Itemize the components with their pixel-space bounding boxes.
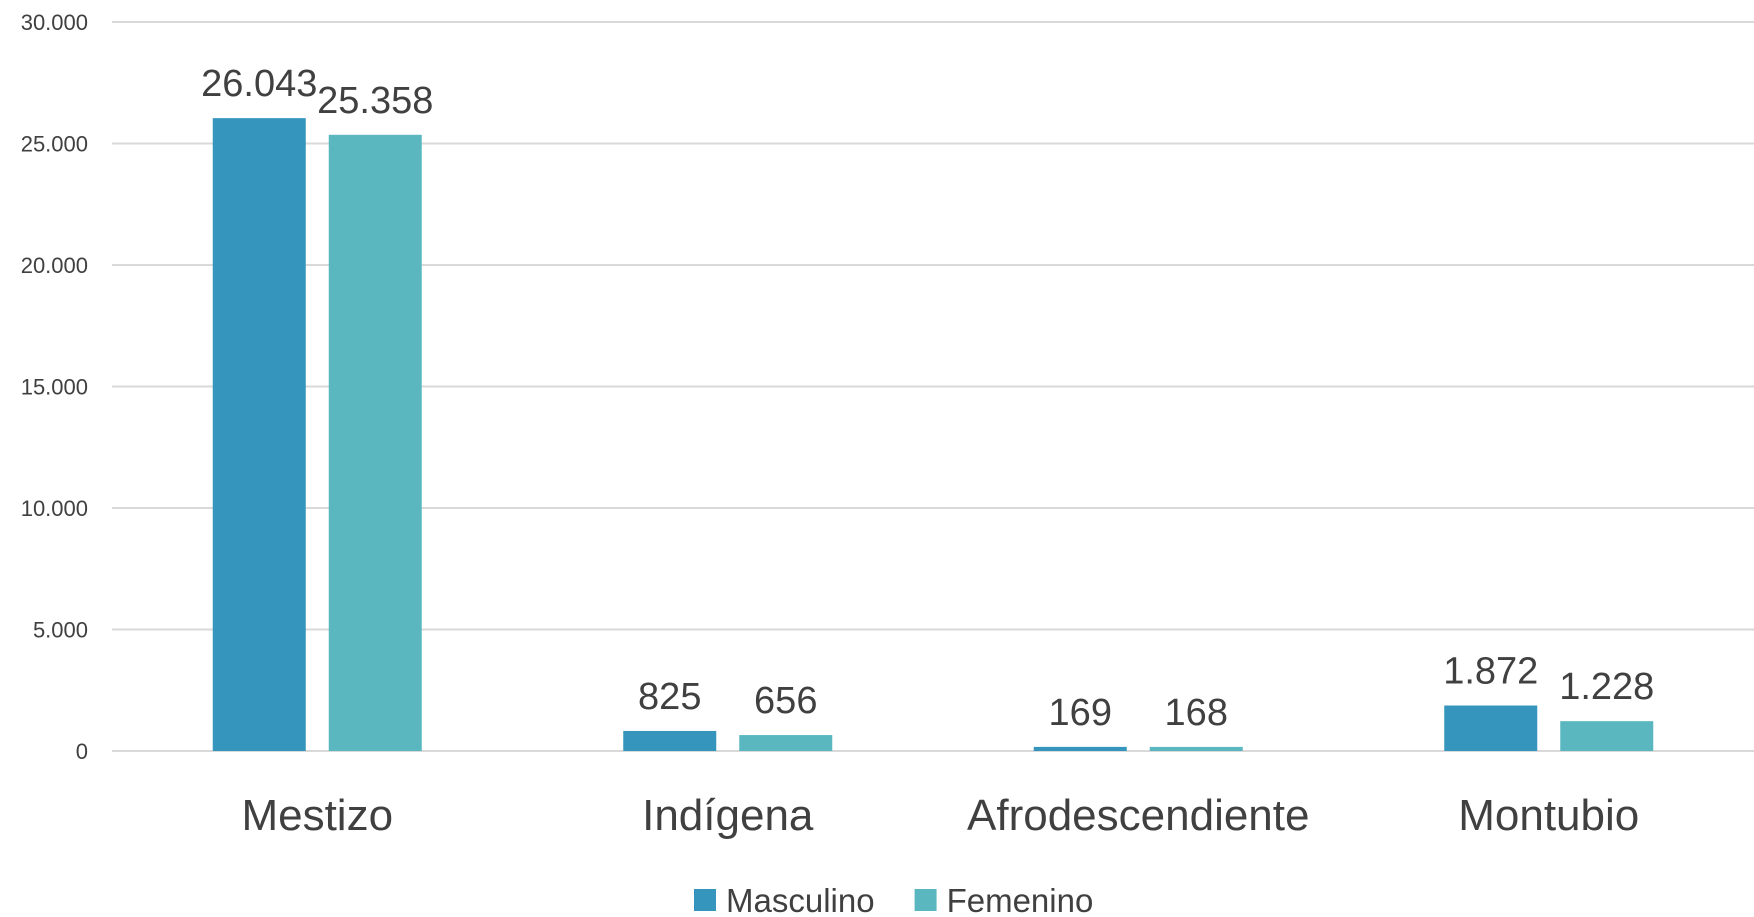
data-label: 26.043 <box>201 63 317 105</box>
y-tick-label: 0 <box>76 739 88 764</box>
y-tick-label: 15.000 <box>21 375 88 400</box>
bar <box>1560 721 1654 751</box>
data-label: 825 <box>638 676 701 718</box>
data-label: 168 <box>1165 692 1228 734</box>
bar <box>739 735 833 751</box>
bar <box>623 730 717 751</box>
x-tick-label: Mestizo <box>241 791 393 840</box>
bar <box>1033 746 1127 751</box>
x-tick-label: Afrodescendiente <box>967 791 1309 840</box>
data-label: 25.358 <box>317 80 433 122</box>
bar <box>212 118 306 752</box>
legend-swatch <box>914 889 937 911</box>
data-label: 1.872 <box>1443 651 1538 693</box>
bar <box>1444 705 1538 751</box>
x-tick-label: Indígena <box>642 791 814 840</box>
y-tick-label: 30.000 <box>21 10 88 35</box>
data-label: 169 <box>1049 692 1112 734</box>
x-tick-label: Montubio <box>1458 791 1639 840</box>
y-tick-label: 25.000 <box>21 132 88 157</box>
legend-swatch <box>694 889 716 911</box>
legend-label: Femenino <box>947 882 1094 917</box>
data-label: 656 <box>754 680 817 722</box>
y-tick-label: 20.000 <box>21 253 88 278</box>
bar <box>1149 746 1243 751</box>
y-tick-label: 5.000 <box>33 618 88 643</box>
data-label: 1.228 <box>1559 666 1654 708</box>
y-tick-label: 10.000 <box>21 496 88 521</box>
bar <box>328 134 422 751</box>
legend-label: Masculino <box>726 882 875 917</box>
